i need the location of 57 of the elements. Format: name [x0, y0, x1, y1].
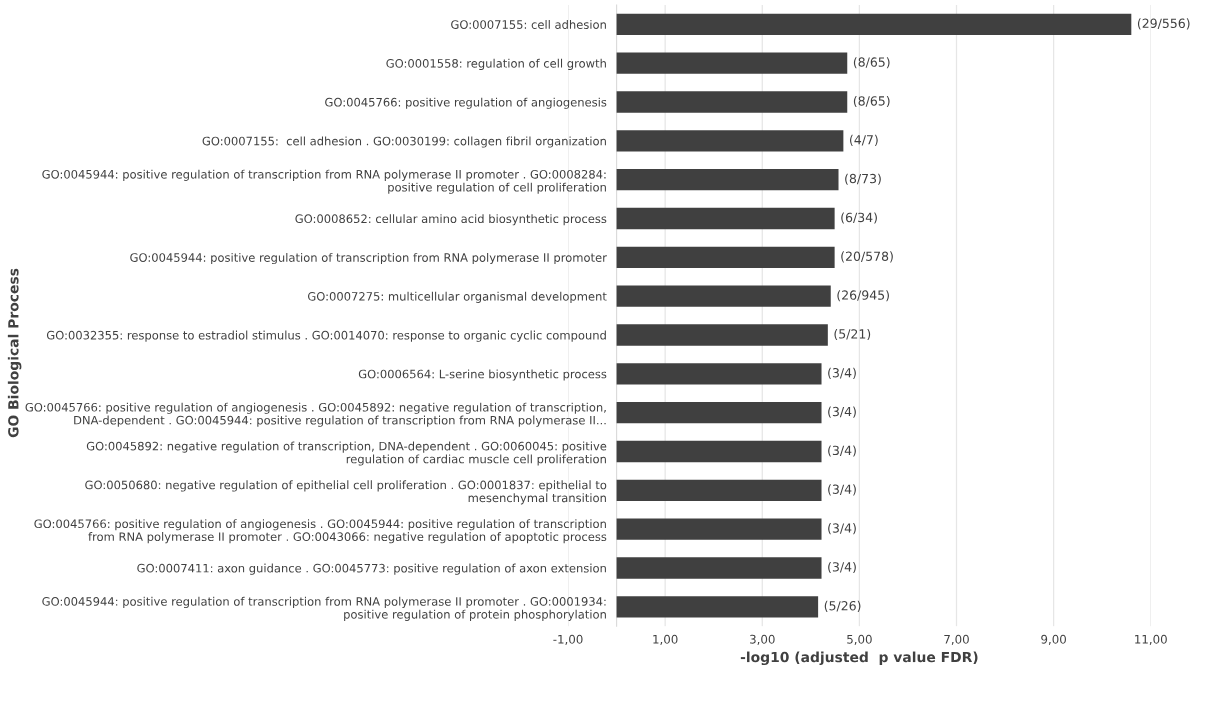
data-label: (3/4) — [828, 561, 856, 574]
bar — [616, 130, 844, 152]
data-label: (6/34) — [841, 212, 877, 224]
data-label: (5/21) — [834, 328, 871, 341]
y-tick-label: GO:0045944: positive regulation of transcription from RNA polymerase II promoter . GO:0001934: positive regulation of protein phosphorylation — [42, 596, 606, 621]
data-label: (8/73) — [845, 173, 881, 185]
x-tick-label: 3,00 — [750, 634, 775, 645]
bar — [616, 285, 831, 307]
bar — [616, 596, 819, 618]
x-axis-title: -log10 (adjusted p value FDR) — [740, 651, 978, 666]
y-tick-label: GO:0045766: positive regulation of angiogenesis . GO:0045944: positive regulation of transcription from RNA polymerase II promoter . GO:0043066: negative regulation of apoptotic process — [34, 519, 607, 544]
y-tick-label: GO:0045766: positive regulation of angiogenesis — [325, 97, 607, 109]
y-tick-label: GO:0007155: cell adhesion — [451, 19, 606, 29]
bar — [616, 440, 822, 463]
y-tick-label: GO:0045944: positive regulation of transcription from RNA polymerase II promoter — [130, 252, 607, 265]
bar — [616, 13, 1132, 36]
bar — [616, 363, 822, 385]
data-label: (3/4) — [828, 523, 856, 535]
data-label: (3/4) — [828, 445, 856, 457]
y-tick-label: GO:0007155: cell adhesion . GO:0030199: collagen fibril organization — [202, 136, 606, 148]
y-tick-label: GO:0001558: regulation of cell growth — [386, 58, 606, 70]
y-tick-label: GO:0007275: multicellular organismal development — [307, 291, 607, 303]
y-tick-label: GO:0007411: axon guidance . GO:0045773: positive regulation of axon extension — [137, 563, 606, 575]
data-label: (29/556) — [1137, 18, 1190, 30]
x-tick-label: 7,00 — [944, 634, 969, 645]
y-tick-label: GO:0045944: positive regulation of transcription from RNA polymerase II promoter . GO:0008284: positive regulation of cell proliferation — [42, 169, 606, 194]
data-label: (8/65) — [853, 57, 890, 69]
y-tick-label: GO:0032355: response to estradiol stimulus . GO:0014070: response to organic cyclic compound — [46, 330, 606, 342]
bar — [616, 479, 822, 501]
data-label: (5/26) — [824, 600, 861, 612]
data-label: (3/4) — [828, 406, 856, 418]
bar — [616, 246, 835, 269]
x-tick-label: -1,00 — [553, 634, 583, 645]
x-tick-label: 1,00 — [653, 634, 678, 645]
bar — [616, 557, 822, 579]
bar — [616, 207, 835, 230]
x-tick-label: 5,00 — [847, 634, 872, 645]
bar — [616, 401, 822, 424]
data-label: (4/7) — [850, 134, 878, 146]
x-tick-label: 9,00 — [1041, 634, 1066, 645]
bar — [616, 52, 848, 74]
data-label: (20/578) — [841, 251, 893, 263]
x-tick-label: 11,00 — [1135, 634, 1167, 645]
y-axis-title: GO Biological Process — [7, 268, 22, 438]
bar — [616, 518, 822, 540]
data-label: (26/945) — [837, 290, 889, 302]
y-tick-label: GO:0045766: positive regulation of angiogenesis . GO:0045892: negative regulation of transcription, DNA-dependent . GO:0045944: positive regulation of transcription from RNA polymerase II... — [25, 402, 606, 427]
y-tick-label: GO:0045892: negative regulation of transcription, DNA-dependent . GO:0060045: positive regulation of cardiac muscle cell proliferation — [86, 441, 607, 466]
data-label: (3/4) — [828, 367, 856, 379]
bar — [616, 91, 848, 113]
data-label: (3/4) — [828, 484, 856, 496]
y-tick-label: GO:0008652: cellular amino acid biosynthetic process — [295, 214, 607, 226]
data-label: (8/65) — [853, 95, 890, 108]
bar — [616, 169, 839, 191]
bar — [616, 324, 828, 346]
y-tick-label: GO:0006564: L-serine biosynthetic process — [358, 369, 607, 381]
y-tick-label: GO:0050680: negative regulation of epithelial cell proliferation . GO:0001837: epithelial to mesenchymal transition — [85, 480, 607, 505]
